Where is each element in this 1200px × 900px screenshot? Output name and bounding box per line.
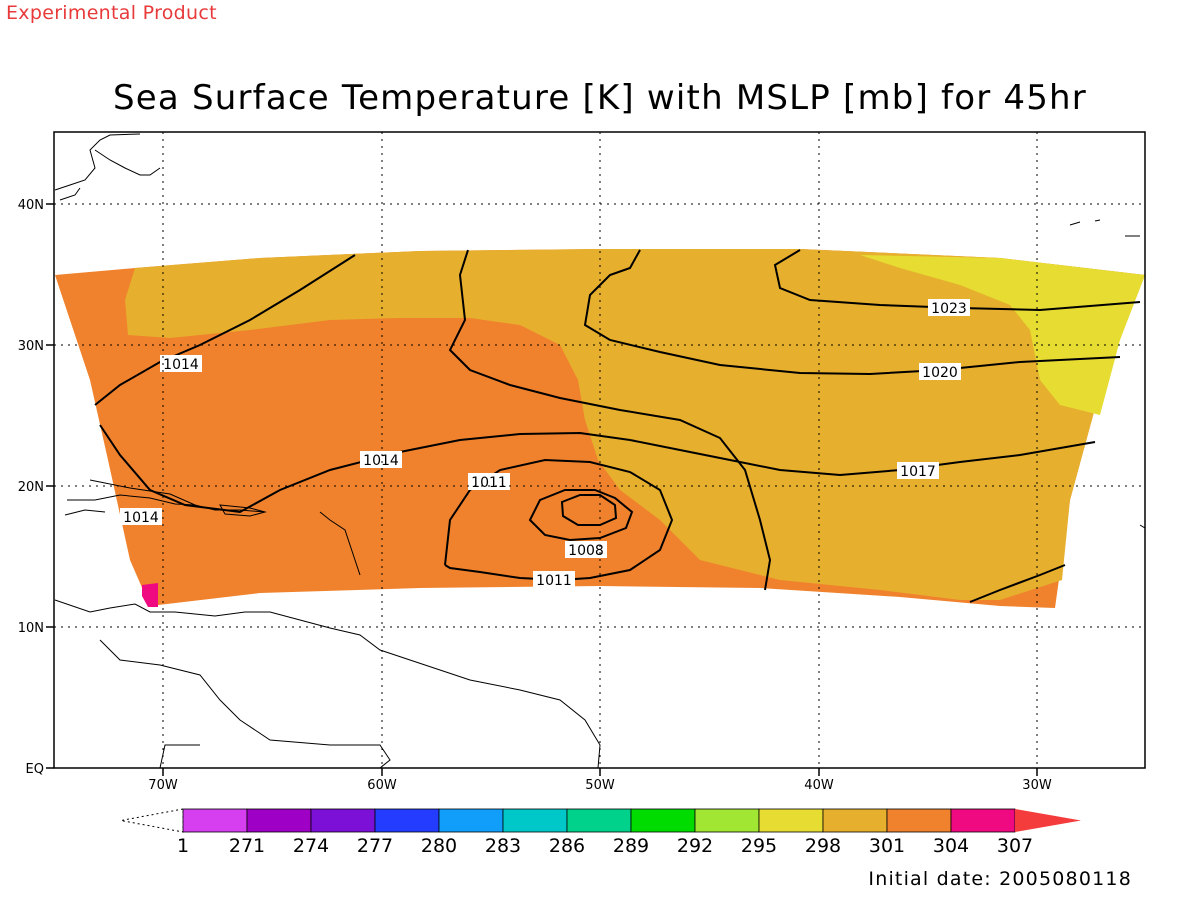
colorbar-label: 307 — [997, 835, 1033, 857]
colorbar-label: 298 — [805, 835, 841, 857]
isobar-contours — [94, 249, 1141, 603]
lon-tick-label: 50W — [585, 778, 615, 793]
isobar-label: 1023 — [928, 299, 970, 317]
svg-text:1011: 1011 — [471, 475, 507, 491]
colorbar-swatch — [438, 808, 504, 833]
colorbar-swatch — [886, 808, 952, 833]
colorbar-label: 271 — [229, 835, 265, 857]
colorbar-label: 280 — [421, 835, 457, 857]
lon-tick-label: 30W — [1022, 778, 1052, 793]
colorbar-swatch — [630, 808, 696, 833]
colorbar-label: 1 — [177, 835, 189, 857]
lat-tick-label: 20N — [18, 480, 44, 495]
colorbar-swatch — [694, 808, 760, 833]
svg-text:1014: 1014 — [163, 357, 199, 373]
colorbar-over-arrow — [1015, 809, 1081, 832]
lat-tick-label: 10N — [18, 621, 44, 636]
map-title: Sea Surface Temperature [K] with MSLP [m… — [113, 78, 1087, 118]
colorbar-swatch — [758, 808, 824, 833]
svg-text:1014: 1014 — [363, 453, 399, 469]
tick-marks — [46, 203, 1038, 776]
isobar-label: 1014 — [360, 451, 402, 469]
colorbar-swatch — [566, 808, 632, 833]
colorbar-under-arrow — [120, 808, 184, 833]
isobar-label: 1020 — [919, 363, 961, 381]
sst-region-298 — [860, 255, 1145, 415]
svg-text:1020: 1020 — [922, 365, 958, 381]
colorbar-label: 304 — [933, 835, 969, 857]
colorbar-swatch — [310, 808, 376, 833]
colorbar-swatch — [502, 808, 568, 833]
experimental-product-tag: Experimental Product — [6, 2, 217, 24]
sst-region-301 — [125, 249, 1145, 600]
lon-axis-labels: 70W 60W 50W 40W 30W — [148, 778, 1052, 793]
colorbar-label: 277 — [357, 835, 393, 857]
isobar-label: 1014 — [160, 355, 202, 373]
colorbar: 1 271 274 277 280 283 286 289 292 295 298 301 304 307 — [120, 808, 1081, 857]
sst-region-307 — [142, 583, 158, 607]
isobar-label: 1011 — [468, 473, 510, 491]
colorbar-label: 283 — [485, 835, 521, 857]
isobar-label: 1008 — [565, 541, 607, 559]
isobar-label: 1017 — [897, 462, 939, 480]
isobar-label: 1014 — [120, 508, 162, 526]
colorbar-label: 274 — [293, 835, 329, 857]
lat-tick-label: 30N — [18, 339, 44, 354]
colorbar-swatch — [822, 808, 888, 833]
isobar-labels: 1014 1014 1014 1011 1011 1008 1017 1020 — [120, 299, 970, 589]
colorbar-label: 289 — [613, 835, 649, 857]
initial-date: Initial date: 2005080118 — [868, 868, 1132, 890]
lat-tick-label: 40N — [18, 198, 44, 213]
lon-tick-label: 70W — [148, 778, 178, 793]
lon-tick-label: 60W — [367, 778, 397, 793]
colorbar-swatch — [374, 808, 440, 833]
colorbar-label: 295 — [741, 835, 777, 857]
lat-axis-labels: 40N 30N 20N 10N EQ — [18, 198, 44, 777]
lat-tick-label: EQ — [26, 762, 44, 777]
svg-text:1023: 1023 — [931, 301, 967, 317]
svg-text:1008: 1008 — [568, 543, 604, 559]
svg-text:1011: 1011 — [536, 573, 572, 589]
colorbar-label: 301 — [869, 835, 905, 857]
colorbar-swatch — [182, 808, 248, 833]
isobar-label: 1011 — [533, 571, 575, 589]
colorbar-swatch — [950, 808, 1016, 833]
svg-text:1014: 1014 — [123, 510, 159, 526]
colorbar-label: 292 — [677, 835, 713, 857]
colorbar-label: 286 — [549, 835, 585, 857]
svg-text:1017: 1017 — [900, 464, 936, 480]
colorbar-swatch — [246, 808, 312, 833]
coastlines — [54, 133, 1146, 769]
lon-tick-label: 40W — [804, 778, 834, 793]
map-gridlines — [54, 132, 1145, 768]
